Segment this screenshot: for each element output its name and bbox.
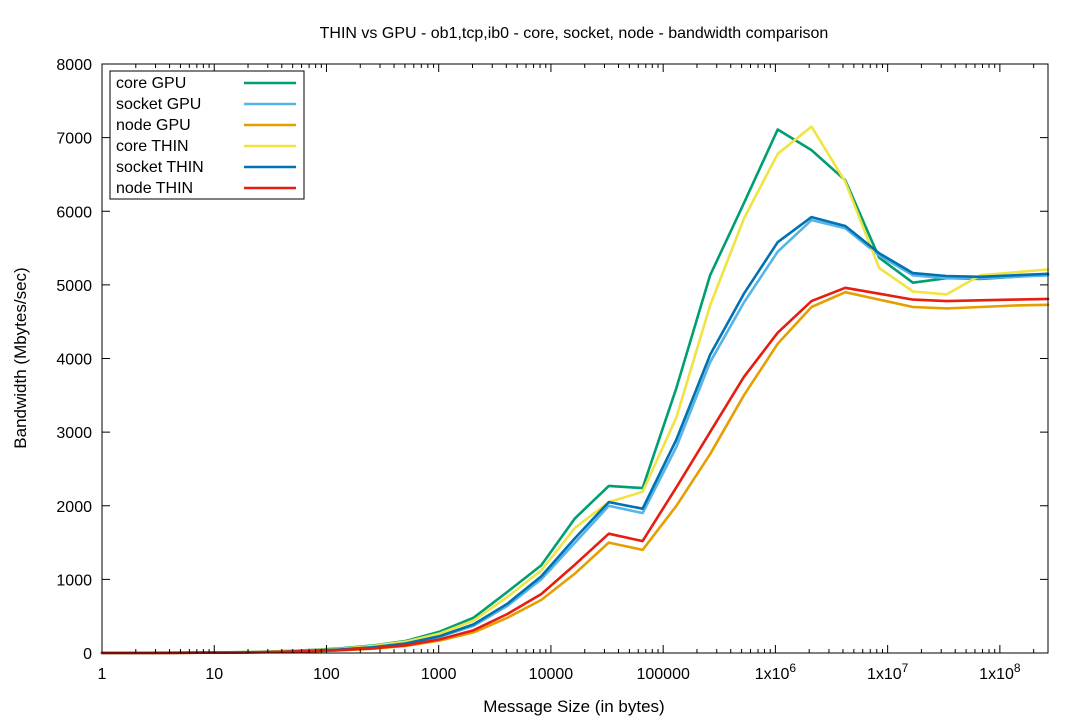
legend: core GPU socket GPU node GPU core THIN socke…: [109, 70, 305, 200]
x-tick-label: 100: [313, 666, 340, 683]
series-line-node-gpu: [100, 290, 1050, 655]
legend-label: socket THIN: [116, 159, 204, 176]
legend-label: node GPU: [116, 117, 191, 134]
y-axis-label: Bandwidth (Mbytes/sec): [11, 267, 30, 448]
y-tick-label: 0: [83, 646, 92, 663]
legend-box: [109, 70, 305, 200]
x-tick-label: 10: [205, 666, 223, 683]
y-tick-label: 1000: [56, 572, 92, 589]
legend-label: core THIN: [116, 138, 189, 155]
y-tick-label: 7000: [56, 131, 92, 148]
x-tick-label: 10000: [529, 666, 574, 683]
legend-label: node THIN: [116, 180, 193, 197]
y-tick-label: 4000: [56, 352, 92, 369]
x-tick-label: 1x108: [979, 661, 1021, 683]
y-tick-label: 3000: [56, 425, 92, 442]
series-line-socket-thin: [100, 215, 1050, 655]
y-tick-label: 5000: [56, 278, 92, 295]
legend-label: core GPU: [116, 75, 186, 92]
x-axis-label: Message Size (in bytes): [483, 697, 664, 716]
x-tick-label: 1x107: [867, 661, 909, 683]
axis-ticks: 0 1000 2000 3000 4000 5000 6000 7000 8000 1 10 100 1…: [56, 57, 1048, 683]
chart-title: THIN vs GPU - ob1,tcp,ib0 - core, socket…: [320, 25, 829, 42]
y-tick-label: 2000: [56, 499, 92, 516]
series-layer: [100, 125, 1050, 655]
y-tick-label: 6000: [56, 204, 92, 221]
x-tick-label: 1x106: [755, 661, 797, 683]
x-tick-label: 1000: [421, 666, 457, 683]
series-line-socket-gpu: [100, 218, 1050, 655]
series-line-node-thin: [100, 286, 1050, 655]
y-tick-label: 8000: [56, 57, 92, 74]
legend-label: socket GPU: [116, 96, 201, 113]
x-tick-label: 1: [98, 666, 107, 683]
x-tick-label: 100000: [636, 666, 689, 683]
